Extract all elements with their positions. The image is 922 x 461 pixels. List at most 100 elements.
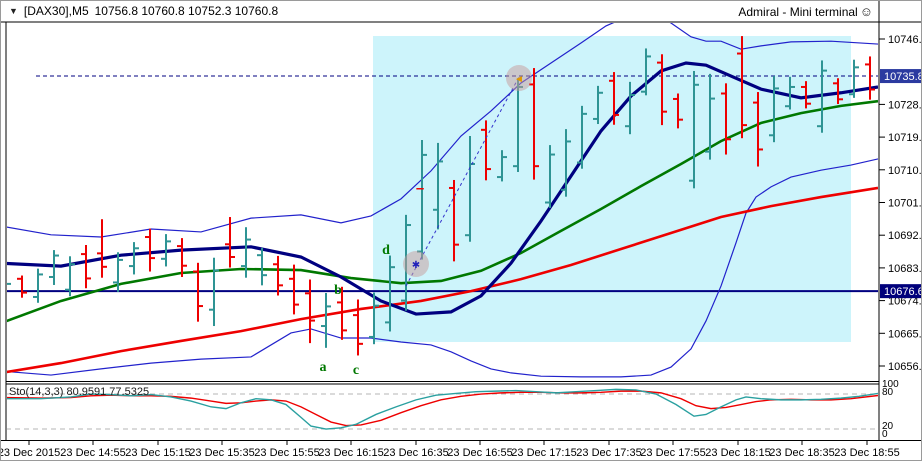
signal-circle (506, 65, 532, 91)
stochastic-label: Sto(14,3,3) 80.9591 77.5325 (9, 386, 149, 398)
main-chart-area[interactable]: ✱ ◄ a b c d – (1, 13, 878, 378)
ohlc-bar (737, 36, 747, 139)
ohlc-bar (481, 120, 491, 181)
ohlc-bar (257, 247, 267, 286)
ohlc-bar (689, 70, 699, 189)
price-axis-label: 10719.0 (888, 132, 922, 144)
mini-terminal-label: Admiral - Mini terminal (738, 4, 858, 19)
current-price-badge-text: 10735.8 (884, 71, 922, 83)
ohlc-bar (865, 56, 875, 100)
ohlc-bar (353, 299, 363, 356)
price-axis-label: 10683.0 (888, 263, 922, 275)
chevron-down-icon[interactable]: ▼ (9, 6, 18, 16)
ohlc-bar (497, 150, 507, 182)
time-axis-label: 23 Dec 15:55 (254, 447, 319, 459)
price-axis-label: 10710.0 (888, 165, 922, 177)
ohlc-bar (433, 142, 443, 230)
minus-annotation: – (416, 180, 424, 197)
ohlc-bar (17, 275, 27, 298)
time-axis-label: 23 Dec 16:15 (318, 447, 383, 459)
signal-circle (403, 251, 429, 277)
stochastic-scale-label: 20 (882, 421, 894, 432)
ohlc-bar (241, 227, 251, 278)
time-axis-label: 23 Dec 17:35 (576, 447, 641, 459)
ma-mid-green-line (7, 99, 878, 323)
time-axis-label: 23 Dec 18:55 (834, 447, 899, 459)
smiley-icon[interactable]: ☺ (859, 4, 873, 19)
support-price-badge (880, 284, 921, 299)
time-axis-label: 23 Dec 16:55 (447, 447, 512, 459)
ohlc-bar (593, 85, 603, 125)
ohlc-bar (97, 219, 107, 278)
ohlc-bar (705, 73, 715, 160)
ohlc-bar (673, 93, 683, 129)
ohlc-bar (7, 282, 11, 285)
time-axis-label: 23 Dec 15:15 (125, 447, 190, 459)
signal-marker-icon: ◄ (514, 74, 524, 85)
ohlc-bar (657, 54, 667, 126)
time-axis-label: 23 Dec 15:35 (189, 447, 254, 459)
stochastic-values: 80.9591 77.5325 (66, 386, 150, 398)
time-axis-label: 23 Dec 17:15 (511, 447, 576, 459)
ohlc-bar (385, 255, 395, 332)
ohlc-bar (129, 242, 139, 275)
ohlc-bar (625, 81, 635, 135)
wave-label-c: c (353, 363, 359, 378)
stochastic-scale-label: 80 (882, 387, 894, 398)
bollinger-lower-band (7, 158, 878, 378)
ohlc-bar (545, 145, 555, 208)
stochastic-name: Sto(14,3,3) (9, 386, 64, 398)
mini-terminal-header: Admiral - Mini terminal ☺ (738, 4, 873, 19)
ohlc-bar (145, 228, 155, 272)
ohlc-bar (225, 217, 235, 268)
ma-slow-navy-line (7, 61, 878, 316)
stochastic-main-line (7, 388, 878, 430)
ohlc-bar (849, 59, 859, 98)
time-axis-label: 23 Dec 2015 (1, 447, 60, 459)
wave-label-a: a (320, 360, 327, 375)
wave-label-b: b (334, 283, 342, 298)
ohlc-bar (49, 250, 59, 285)
ohlc-bar (321, 292, 331, 348)
stochastic-area[interactable] (1, 388, 878, 430)
ohlc-bar (337, 286, 347, 340)
current-price-badge (880, 69, 921, 84)
ohlc-bar (113, 252, 123, 292)
bollinger-upper-band (7, 23, 878, 238)
ohlc-values: 10756.8 10760.8 10752.3 10760.8 (94, 4, 279, 18)
ohlc-bar (209, 257, 219, 327)
price-axis-label: 10692.0 (888, 230, 922, 242)
price-axis-label: 10674.0 (888, 296, 922, 308)
ohlc-bar (801, 81, 811, 109)
ohlc-bar (193, 262, 203, 322)
stochastic-scale-label: 100 (882, 379, 899, 390)
price-axis-label: 10656.0 (888, 361, 922, 373)
ohlc-bar (161, 234, 171, 267)
symbol-period-label: [DAX30],M5 (23, 4, 89, 18)
ohlc-bar (721, 83, 731, 155)
price-axis-label: 10728.0 (888, 99, 922, 111)
ohlc-bar (33, 268, 43, 303)
price-axis-label: 10665.0 (888, 328, 922, 340)
ohlc-bar (577, 105, 587, 169)
ohlc-bar (177, 238, 187, 277)
ohlc-bar (449, 179, 459, 262)
ohlc-bar (769, 76, 779, 143)
ohlc-bar (65, 256, 75, 297)
stochastic-scale-label: 0 (882, 429, 888, 440)
time-axis-label: 23 Dec 17:55 (640, 447, 705, 459)
support-price-badge-text: 10676.6 (884, 286, 922, 298)
ohlc-bar (369, 292, 379, 345)
ohlc-bar (833, 78, 843, 105)
ohlc-bar (641, 48, 651, 96)
time-axis-label: 23 Dec 14:55 (60, 447, 125, 459)
ohlc-bar (785, 76, 795, 110)
ohlc-bar (609, 72, 619, 125)
ohlc-bar (753, 92, 763, 167)
wave-label-d: d (382, 243, 390, 258)
price-axis-label: 10746.0 (888, 34, 922, 46)
signal-marker-icon: ✱ (412, 260, 420, 271)
ohlc-bar (817, 60, 827, 133)
